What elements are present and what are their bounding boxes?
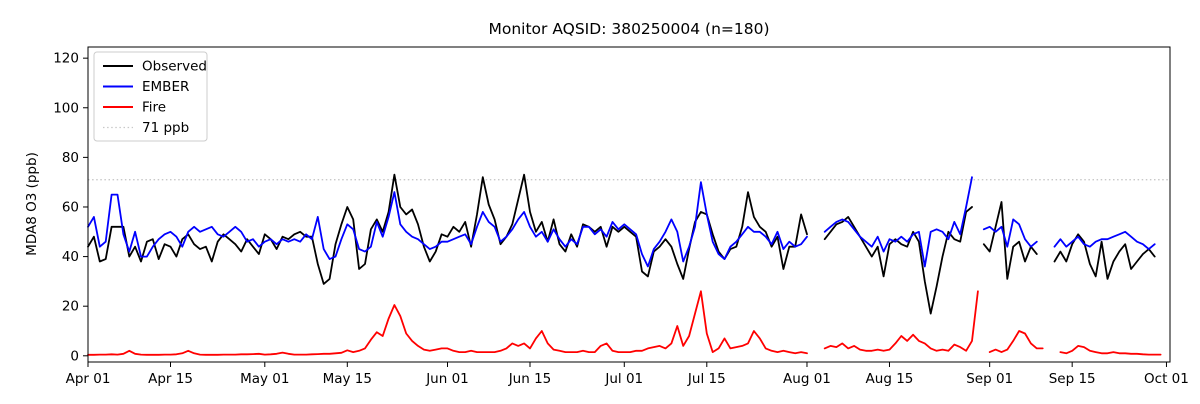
- series-line-ember: [982, 218, 1038, 248]
- legend-label-observed: Observed: [142, 59, 207, 75]
- series-line-fire: [87, 290, 808, 356]
- series-line-fire: [1059, 344, 1162, 356]
- x-tick-label: May 01: [240, 371, 289, 387]
- series-line-fire: [823, 290, 979, 352]
- y-tick-label: 80: [62, 150, 79, 166]
- y-tick-label: 20: [62, 299, 79, 315]
- y-tick-label: 120: [53, 51, 79, 67]
- legend-label-ember: EMBER: [142, 79, 189, 95]
- series-line-observed: [1053, 233, 1156, 280]
- axes: 0 20 40 60 80 100 120 Apr 01 Apr 15 May 01 May 15 J…: [53, 51, 1189, 387]
- legend-label-fire: Fire: [142, 100, 166, 116]
- y-axis-label: MDA8 O3 (ppb): [24, 152, 40, 256]
- x-tick-label: Oct 01: [1144, 371, 1189, 387]
- x-tick-label: Sep 15: [1049, 371, 1096, 387]
- series-line-ember: [823, 176, 973, 268]
- plot-border: [87, 46, 1171, 363]
- series-line-ember: [87, 181, 808, 268]
- x-tick-label: Jun 01: [425, 371, 469, 387]
- legend-box: [93, 51, 208, 142]
- legend-label-71-ppb: 71 ppb: [142, 120, 189, 136]
- x-tick-label: Aug 15: [866, 371, 914, 387]
- legend: Observed EMBER Fire 71 ppb: [93, 51, 208, 142]
- series-line-observed: [823, 206, 973, 315]
- x-tick-label: Jul 15: [687, 371, 726, 387]
- series-line-ember: [1053, 230, 1156, 251]
- series-line-fire: [988, 330, 1044, 354]
- x-tick-label: Sep 01: [966, 371, 1013, 387]
- series-line-observed: [87, 173, 808, 285]
- y-tick-label: 0: [70, 348, 79, 364]
- plot-area: [87, 173, 1170, 356]
- x-tick-label: Jun 15: [508, 371, 552, 387]
- x-tick-label: May 15: [323, 371, 372, 387]
- x-tick-label: Jul 01: [604, 371, 643, 387]
- x-tick-label: Aug 01: [783, 371, 831, 387]
- y-tick-label: 60: [62, 199, 79, 215]
- chart-title: Monitor AQSID: 380250004 (n=180): [488, 20, 769, 38]
- y-tick-label: 100: [53, 100, 79, 116]
- y-tick-label: 40: [62, 249, 79, 265]
- x-tick-label: Apr 01: [66, 371, 111, 387]
- x-tick-label: Apr 15: [148, 371, 193, 387]
- series-line-observed: [982, 201, 1038, 280]
